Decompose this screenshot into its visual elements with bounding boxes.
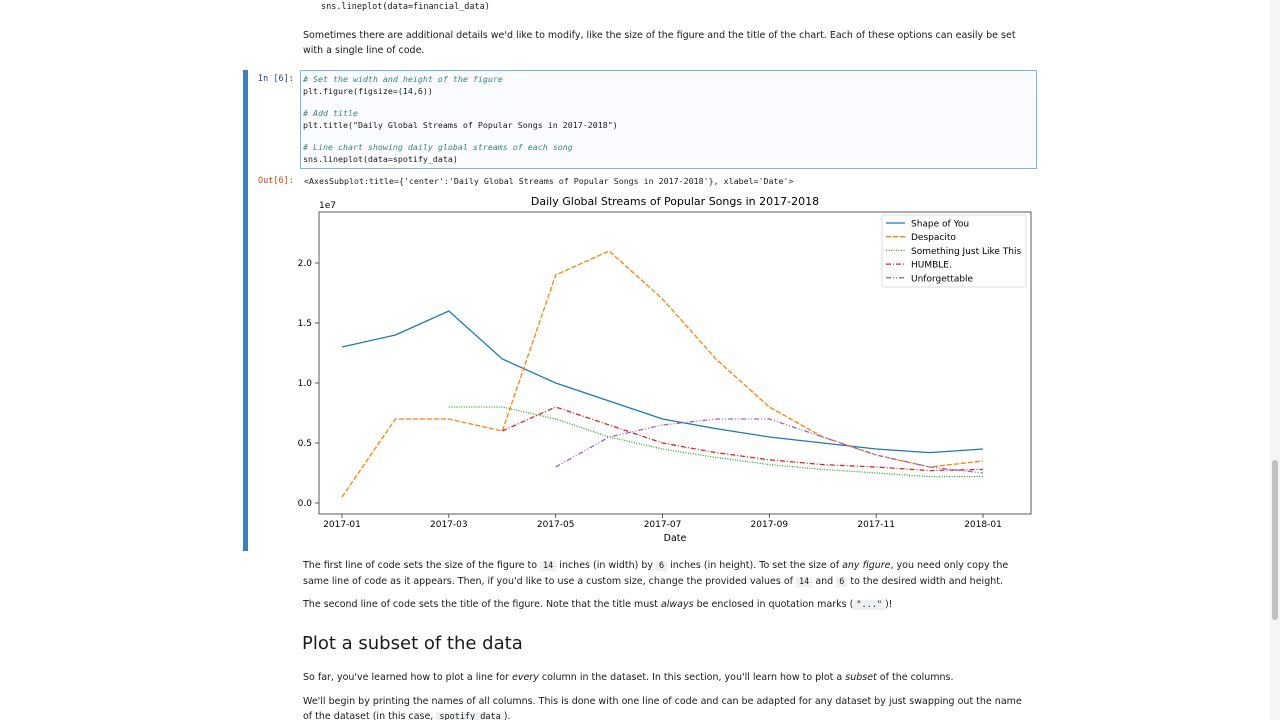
inline-code: 6 bbox=[656, 561, 668, 571]
legend-box bbox=[881, 214, 1027, 288]
chart-title: Daily Global Streams of Popular Songs in… bbox=[531, 195, 819, 208]
x-axis-label: Date bbox=[664, 533, 687, 544]
axes-frame bbox=[318, 211, 1032, 515]
emphasis: subset bbox=[845, 672, 877, 683]
series-line bbox=[555, 418, 984, 474]
x-tick-label: 2018-01 bbox=[964, 520, 1002, 530]
chart: Daily Global Streams of Popular Songs in… bbox=[298, 195, 1032, 544]
inline-code: "..." bbox=[853, 600, 885, 610]
text: The first line of code sets the size of … bbox=[303, 560, 541, 571]
section-heading: Plot a subset of the data bbox=[302, 633, 523, 654]
x-tick-label: 2017-09 bbox=[751, 520, 789, 530]
text: inches (in height). To set the size of bbox=[667, 560, 843, 571]
series-line bbox=[341, 310, 984, 454]
code-line: # Set the width and height of the figure bbox=[303, 74, 503, 84]
x-tick-label: 2017-11 bbox=[857, 520, 895, 530]
text: We'll begin by printing the names of all… bbox=[303, 696, 1022, 720]
inline-code: 14 bbox=[540, 561, 557, 571]
text: and bbox=[812, 576, 837, 587]
code-cell[interactable] bbox=[300, 70, 1037, 169]
y-tick-label: 0.5 bbox=[298, 439, 312, 449]
inline-code: 14 bbox=[796, 577, 813, 587]
text: to the desired width and height. bbox=[847, 576, 1003, 587]
x-tick-label: 2017-01 bbox=[323, 520, 361, 530]
text: ). bbox=[503, 711, 511, 720]
cell-output: <AxesSubplot:title={'center':'Daily Glob… bbox=[304, 176, 794, 186]
series-line bbox=[448, 406, 983, 478]
scrollbar-thumb[interactable] bbox=[1272, 460, 1278, 620]
text: The second line of code sets the title o… bbox=[303, 599, 661, 610]
paragraph: Sometimes there are additional details w… bbox=[303, 30, 1016, 56]
x-tick-label: 2017-05 bbox=[537, 520, 575, 530]
x-tick-label: 2017-03 bbox=[430, 520, 468, 530]
inline-code: spotify_data bbox=[436, 712, 504, 720]
text: be enclosed in quotation marks ( bbox=[693, 599, 854, 610]
emphasis: any figure bbox=[842, 560, 891, 571]
series-line bbox=[502, 406, 984, 472]
series-line bbox=[341, 250, 984, 498]
scrollbar-track[interactable] bbox=[1270, 0, 1280, 720]
paragraph: So far, you've learned how to plot a lin… bbox=[303, 670, 1028, 685]
legend-label: Something Just Like This bbox=[911, 247, 1021, 257]
text: , you need only copy the same line of co… bbox=[303, 560, 1009, 587]
code-line: sns.lineplot(data=financial_data) bbox=[321, 2, 490, 12]
text: of the columns. bbox=[876, 672, 954, 683]
x-tick-label: 2017-07 bbox=[644, 520, 682, 530]
paragraph: The second line of code sets the title o… bbox=[303, 597, 1028, 613]
legend-label: Unforgettable bbox=[911, 274, 974, 284]
inline-code: 6 bbox=[836, 577, 848, 587]
code-line: # Add title bbox=[303, 108, 358, 118]
out-prompt: Out[6]: bbox=[258, 176, 294, 186]
code-line: plt.title("Daily Global Streams of Popul… bbox=[303, 120, 618, 130]
y-tick-label: 1.0 bbox=[298, 379, 313, 389]
text: So far, you've learned how to plot a lin… bbox=[303, 672, 512, 683]
axis-offset-label: 1e7 bbox=[319, 201, 336, 211]
y-tick-label: 0.0 bbox=[298, 499, 313, 509]
emphasis: always bbox=[660, 599, 694, 610]
code-line: # Line chart showing daily global stream… bbox=[303, 142, 573, 152]
code-line: sns.lineplot(data=spotify_data) bbox=[303, 154, 458, 164]
legend-label: Shape of You bbox=[911, 220, 969, 230]
cell-selection-bar bbox=[243, 70, 248, 551]
text: inches (in width) by bbox=[556, 560, 656, 571]
paragraph: The first line of code sets the size of … bbox=[303, 558, 1028, 590]
y-tick-label: 2.0 bbox=[298, 259, 313, 269]
text: )! bbox=[884, 599, 893, 610]
y-tick-label: 1.5 bbox=[298, 319, 312, 329]
text: column in the dataset. In this section, … bbox=[538, 672, 846, 683]
in-prompt: In [6]: bbox=[258, 74, 294, 84]
paragraph: We'll begin by printing the names of all… bbox=[303, 694, 1028, 720]
legend-label: HUMBLE. bbox=[911, 261, 952, 271]
emphasis: every bbox=[511, 672, 539, 683]
legend-label: Despacito bbox=[911, 233, 956, 243]
code-line: plt.figure(figsize=(14,6)) bbox=[303, 86, 433, 96]
